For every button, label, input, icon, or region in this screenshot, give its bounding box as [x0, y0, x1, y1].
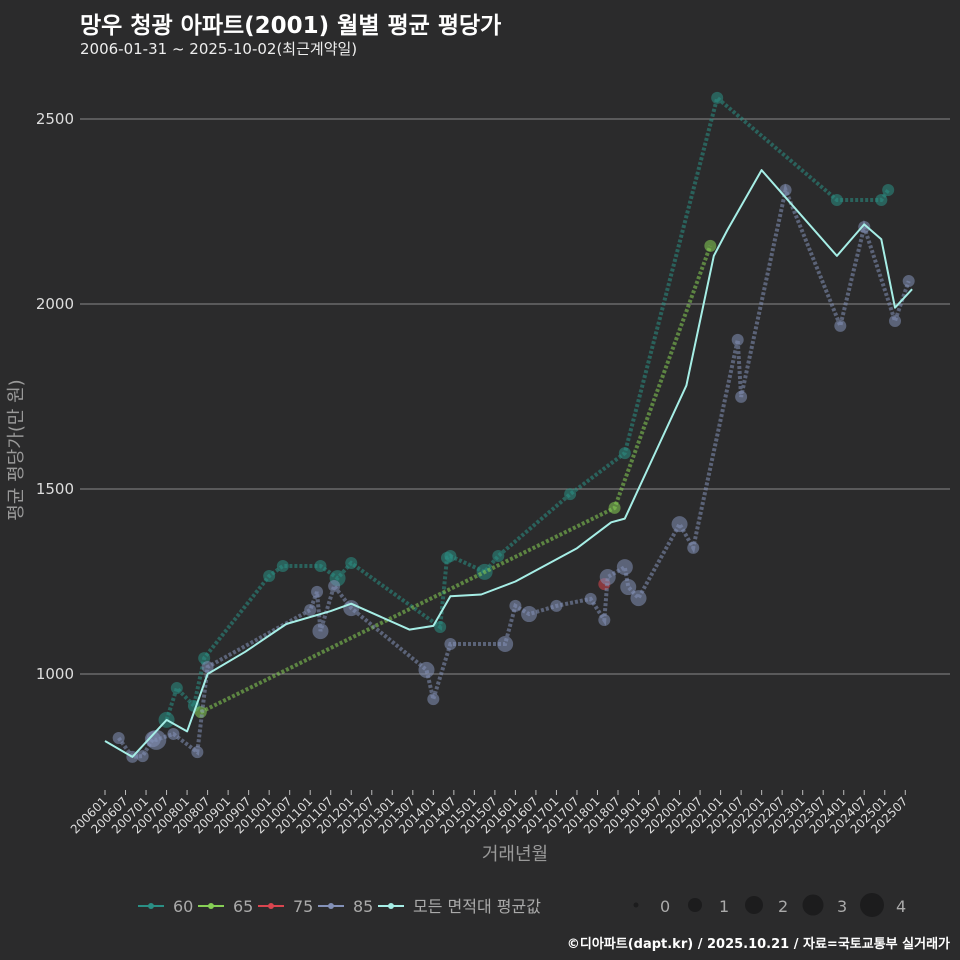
- legend-swatch-dot: [388, 903, 394, 909]
- data-point-85: [834, 319, 847, 332]
- data-point-85: [343, 600, 360, 617]
- size-legend-circle: [633, 902, 639, 908]
- data-point-60: [170, 682, 183, 695]
- data-point-60: [882, 184, 895, 197]
- size-legend-label: 4: [896, 897, 906, 916]
- data-point-85: [311, 585, 324, 598]
- y-tick-label: 1500: [36, 480, 74, 498]
- y-tick-label: 2500: [36, 110, 74, 128]
- legend-label: 85: [353, 897, 373, 916]
- data-point-85: [509, 599, 522, 612]
- data-point-85: [889, 315, 902, 328]
- y-axis-label: 평균 평당가(만 원): [6, 379, 27, 520]
- legend-item: 65: [198, 897, 253, 916]
- size-legend-label: 2: [778, 897, 788, 916]
- data-point-60: [263, 569, 276, 582]
- legend-swatch-dot: [328, 903, 334, 909]
- data-point-60: [276, 559, 289, 572]
- size-legend-circle: [688, 898, 702, 912]
- data-point-60: [618, 447, 631, 460]
- chart-subtitle: 2006-01-31 ~ 2025-10-02(최근계약일): [80, 40, 358, 58]
- data-point-85: [418, 661, 435, 678]
- legend-label: 65: [233, 897, 253, 916]
- data-point-85: [201, 660, 214, 673]
- data-point-85: [191, 746, 204, 759]
- data-point-85: [584, 592, 597, 605]
- data-point-85: [550, 599, 563, 612]
- legend-label: 75: [293, 897, 313, 916]
- legend-item: 85: [318, 897, 373, 916]
- source-caption: ©디아파트(dapt.kr) / 2025.10.21 / 자료=국토교통부 실…: [566, 937, 950, 952]
- legend-swatch-dot: [268, 903, 274, 909]
- data-point-85: [731, 333, 744, 346]
- legend-swatch-dot: [148, 903, 154, 909]
- data-point-60: [875, 194, 888, 207]
- average-line: [104, 169, 913, 758]
- data-point-60: [830, 194, 843, 207]
- data-point-85: [858, 221, 871, 234]
- chart-title: 망우 청광 아파트(2001) 월별 평균 평당가: [80, 13, 502, 39]
- data-point-85: [112, 732, 125, 745]
- size-legend-circle: [860, 893, 884, 917]
- data-point-85: [620, 579, 637, 596]
- data-point-85: [136, 750, 149, 763]
- data-point-85: [444, 638, 457, 651]
- series-85: [112, 183, 915, 763]
- size-legend-label: 3: [837, 897, 847, 916]
- size-legend-circle: [745, 896, 763, 914]
- size-legend-label: 1: [719, 897, 729, 916]
- size-legend-circle: [802, 894, 824, 916]
- data-point-85: [779, 184, 792, 197]
- data-point-60: [564, 488, 577, 501]
- data-point-60: [314, 559, 327, 572]
- data-point-85: [735, 390, 748, 403]
- data-point-85: [312, 623, 329, 640]
- data-point-85: [167, 727, 180, 740]
- legend-label: 60: [173, 897, 193, 916]
- data-point-85: [146, 729, 167, 750]
- data-point-85: [304, 603, 317, 616]
- size-legend-label: 0: [660, 897, 670, 916]
- data-point-85: [497, 636, 514, 653]
- y-tick-label: 2000: [36, 295, 74, 313]
- data-point-85: [521, 606, 538, 623]
- data-point-65: [608, 501, 621, 514]
- legend-item: 75: [258, 897, 313, 916]
- data-point-85: [598, 613, 611, 626]
- data-point-85: [687, 541, 700, 554]
- data-point-60: [711, 91, 724, 104]
- data-point-60: [492, 549, 505, 562]
- data-point-85: [328, 579, 341, 592]
- data-point-85: [616, 559, 633, 576]
- data-point-85: [902, 275, 915, 288]
- legend-swatch-dot: [208, 903, 214, 909]
- data-point-85: [671, 516, 688, 533]
- legend-label: 모든 면적대 평균값: [413, 897, 541, 916]
- y-tick-label: 1000: [36, 665, 74, 683]
- series-line-85: [117, 183, 911, 759]
- data-point-60: [444, 549, 457, 562]
- x-axis-label: 거래년월: [482, 844, 548, 865]
- data-point-85: [427, 693, 440, 706]
- data-point-65: [704, 239, 717, 252]
- legend-item: 모든 면적대 평균값: [378, 897, 541, 916]
- data-point-85: [599, 569, 616, 586]
- data-point-60: [434, 621, 447, 634]
- data-point-85: [630, 590, 647, 607]
- data-point-60: [345, 557, 358, 569]
- legend-item: 60: [138, 897, 193, 916]
